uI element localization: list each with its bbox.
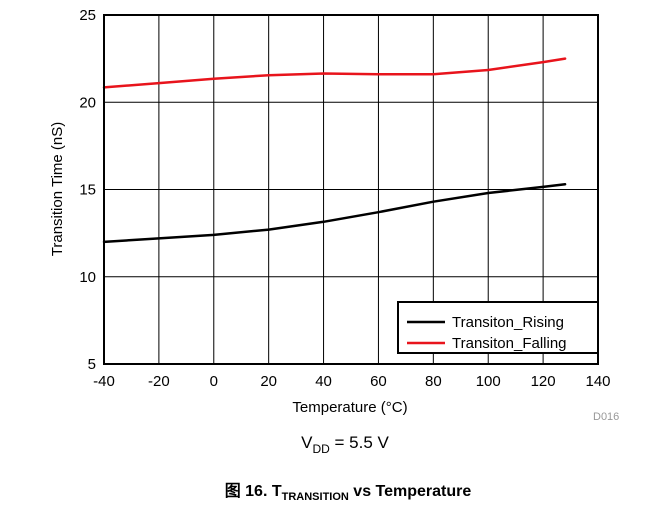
legend-box bbox=[397, 301, 599, 354]
x-tick-label: 60 bbox=[370, 373, 387, 390]
series-line-falling bbox=[102, 57, 567, 89]
legend-label-falling: Transiton_Falling bbox=[452, 335, 567, 352]
series-line-rising bbox=[102, 183, 567, 244]
series-lines bbox=[102, 57, 567, 244]
test-condition: VDD = 5.5 V bbox=[301, 433, 389, 456]
x-tick-label: -20 bbox=[148, 373, 170, 390]
caption-subscript: TRANSITION bbox=[282, 491, 349, 503]
x-tick-label: 20 bbox=[260, 373, 277, 390]
figure-caption: 图 16. TTRANSITION vs Temperature bbox=[225, 482, 472, 503]
x-tick-label: -40 bbox=[93, 373, 115, 390]
legend: Transiton_Rising Transiton_Falling bbox=[397, 301, 599, 354]
document-id: D016 bbox=[593, 411, 619, 423]
legend-label-rising: Transiton_Rising bbox=[452, 314, 564, 331]
plot-frame bbox=[103, 14, 599, 365]
y-tick-label: 5 bbox=[88, 356, 96, 373]
y-tick-label: 25 bbox=[79, 7, 96, 24]
x-tick-label: 120 bbox=[531, 373, 556, 390]
x-tick-label: 0 bbox=[210, 373, 218, 390]
y-tick-label: 20 bbox=[79, 94, 96, 111]
x-tick-labels: -40 -20 0 20 40 60 80 100 120 140 bbox=[93, 373, 610, 390]
caption-suffix: vs Temperature bbox=[349, 483, 472, 500]
x-tick-label: 100 bbox=[476, 373, 501, 390]
x-tick-label: 40 bbox=[315, 373, 332, 390]
x-tick-label: 140 bbox=[585, 373, 610, 390]
x-tick-label: 80 bbox=[425, 373, 442, 390]
y-tick-label: 10 bbox=[79, 269, 96, 286]
y-tick-labels: 5 10 15 20 25 bbox=[79, 7, 96, 373]
condition-value: = 5.5 V bbox=[330, 433, 390, 452]
y-tick-label: 15 bbox=[79, 182, 96, 199]
condition-symbol: V bbox=[301, 433, 313, 452]
x-axis-label: Temperature (°C) bbox=[292, 399, 407, 416]
caption-prefix: 图 16. T bbox=[225, 482, 282, 500]
condition-subscript: DD bbox=[312, 442, 330, 456]
y-axis-label: Transition Time (nS) bbox=[49, 122, 66, 256]
